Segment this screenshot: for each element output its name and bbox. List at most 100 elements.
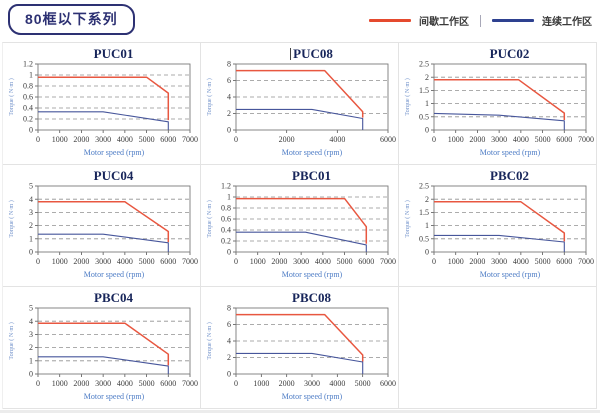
x-tick-label: 2000 bbox=[278, 379, 294, 388]
x-tick-label: 7000 bbox=[578, 135, 594, 144]
x-tick-label: 2000 bbox=[278, 135, 294, 144]
x-axis-label: Motor speed (rpm) bbox=[83, 270, 144, 279]
torque-speed-plot-puc08: 0 2 4 6 8 0 2000 4000 6000 Motor speed (rpm) Torqu… bbox=[206, 61, 396, 157]
x-tick-label: 2000 bbox=[469, 135, 485, 144]
intermittent-working-area-line bbox=[37, 201, 169, 243]
chart-title: PBC04 bbox=[94, 290, 133, 305]
x-tick-label: 6000 bbox=[380, 379, 396, 388]
y-tick-label: 0.4 bbox=[221, 226, 231, 235]
chart-cell-puc01: PUC01 0 0.2 0.4 0.6 0.8 1 1.2 0 1000 2000 3000 4000… bbox=[3, 43, 201, 165]
series-title-badge: 80框以下系列 bbox=[8, 4, 135, 35]
y-tick-label: 0.6 bbox=[221, 215, 231, 224]
chart-title: PBC02 bbox=[490, 168, 529, 183]
x-tick-label: 4000 bbox=[314, 257, 330, 266]
y-tick-label: 0 bbox=[227, 248, 231, 257]
chart-cell-puc08: PUC08 0 2 4 6 8 0 2000 4000 6000 Motor speed (rpm… bbox=[201, 43, 399, 165]
intermittent-working-area-line bbox=[37, 76, 169, 121]
y-tick-label: 2 bbox=[425, 73, 429, 82]
y-tick-label: 4 bbox=[29, 195, 33, 204]
continuous-legend-line-icon bbox=[492, 19, 534, 22]
x-tick-label: 4000 bbox=[116, 135, 132, 144]
x-tick-label: 1000 bbox=[253, 379, 269, 388]
y-tick-label: 6 bbox=[227, 320, 231, 329]
plot-border bbox=[235, 307, 388, 375]
y-tick-label: 1 bbox=[29, 356, 33, 365]
chart-legend: 间歇工作区 连续工作区 bbox=[369, 13, 592, 28]
y-tick-label: 1.5 bbox=[419, 86, 429, 95]
chart-grid: PUC01 0 0.2 0.4 0.6 0.8 1 1.2 0 1000 2000 3000 4000… bbox=[2, 42, 597, 409]
y-tick-label: 2 bbox=[227, 353, 231, 362]
page-header: 80框以下系列 间歇工作区 连续工作区 bbox=[0, 0, 600, 42]
x-tick-label: 6000 bbox=[160, 135, 176, 144]
y-tick-label: 1 bbox=[227, 193, 231, 202]
y-tick-label: 0.8 bbox=[23, 82, 33, 91]
continuous-working-area-line bbox=[433, 234, 565, 252]
y-axis-label: Torque ( N·m ) bbox=[404, 200, 411, 238]
x-tick-label: 6000 bbox=[160, 257, 176, 266]
x-tick-label: 1000 bbox=[249, 257, 265, 266]
x-axis-label: Motor speed (rpm) bbox=[83, 392, 144, 401]
intermittent-legend-line-icon bbox=[369, 19, 411, 22]
y-tick-label: 0 bbox=[425, 126, 429, 135]
y-tick-label: 1.2 bbox=[221, 183, 231, 191]
x-axis-label: Motor speed (rpm) bbox=[281, 392, 342, 401]
y-tick-label: 1 bbox=[29, 71, 33, 80]
y-tick-label: 8 bbox=[227, 305, 231, 313]
y-tick-label: 0.4 bbox=[23, 104, 33, 113]
y-tick-label: 0.8 bbox=[221, 204, 231, 213]
y-tick-label: 1 bbox=[29, 234, 33, 243]
x-tick-label: 6000 bbox=[556, 257, 572, 266]
x-tick-label: 1000 bbox=[51, 135, 67, 144]
chart-cell-puc04: PUC04 0 1 2 3 4 5 0 1000 2000 3000 4000 5000 6000 700… bbox=[3, 165, 201, 287]
y-tick-label: 0 bbox=[29, 370, 33, 379]
y-tick-label: 0 bbox=[227, 370, 231, 379]
y-tick-label: 1.2 bbox=[23, 61, 33, 69]
x-tick-label: 0 bbox=[36, 135, 40, 144]
y-tick-label: 0.5 bbox=[419, 234, 429, 243]
chart-title: PBC08 bbox=[292, 290, 331, 305]
y-tick-label: 8 bbox=[227, 61, 231, 69]
x-tick-label: 2000 bbox=[73, 379, 89, 388]
y-tick-label: 5 bbox=[29, 183, 33, 191]
x-tick-label: 4000 bbox=[329, 379, 345, 388]
x-tick-label: 3000 bbox=[491, 257, 507, 266]
y-tick-label: 0 bbox=[29, 126, 33, 135]
x-tick-label: 3000 bbox=[491, 135, 507, 144]
continuous-working-area-line bbox=[235, 108, 363, 130]
torque-speed-plot-puc04: 0 1 2 3 4 5 0 1000 2000 3000 4000 5000 6000 7000 Motor… bbox=[8, 183, 198, 279]
x-tick-label: 7000 bbox=[182, 379, 198, 388]
y-axis-label: Torque ( N·m ) bbox=[8, 78, 15, 116]
x-tick-label: 1000 bbox=[447, 257, 463, 266]
x-tick-label: 3000 bbox=[304, 379, 320, 388]
y-tick-label: 2 bbox=[227, 109, 231, 118]
x-tick-label: 3000 bbox=[95, 257, 111, 266]
y-tick-label: 4 bbox=[29, 317, 33, 326]
y-tick-label: 2.5 bbox=[419, 183, 429, 191]
chart-cell-pbc04: PBC04 0 1 2 3 4 5 0 1000 2000 3000 4000 5000 6000 700… bbox=[3, 287, 201, 409]
intermittent-working-area-line bbox=[235, 313, 363, 362]
y-tick-label: 0 bbox=[425, 248, 429, 257]
y-tick-label: 4 bbox=[227, 93, 231, 102]
y-tick-label: 0.5 bbox=[419, 112, 429, 121]
x-tick-label: 2000 bbox=[73, 135, 89, 144]
torque-speed-plot-puc01: 0 0.2 0.4 0.6 0.8 1 1.2 0 1000 2000 3000 4000 5000 60… bbox=[8, 61, 198, 157]
x-tick-label: 0 bbox=[432, 135, 436, 144]
x-tick-label: 4000 bbox=[116, 257, 132, 266]
x-tick-label: 6000 bbox=[358, 257, 374, 266]
x-tick-label: 5000 bbox=[138, 379, 154, 388]
plot-border bbox=[235, 185, 388, 253]
y-axis-label: Torque ( N·m ) bbox=[8, 322, 15, 360]
chart-cell-pbc01: PBC01 0 0.2 0.4 0.6 0.8 1 1.2 0 1000 2000 3000 4000… bbox=[201, 165, 399, 287]
x-tick-label: 5000 bbox=[336, 257, 352, 266]
x-tick-label: 3000 bbox=[95, 135, 111, 144]
x-tick-label: 5000 bbox=[534, 257, 550, 266]
y-tick-label: 6 bbox=[227, 76, 231, 85]
y-tick-label: 2 bbox=[425, 195, 429, 204]
intermittent-working-area-line bbox=[433, 201, 565, 242]
y-axis-label: Torque ( N·m ) bbox=[8, 200, 15, 238]
x-tick-label: 2000 bbox=[271, 257, 287, 266]
x-tick-label: 4000 bbox=[512, 257, 528, 266]
x-tick-label: 3000 bbox=[95, 379, 111, 388]
page-title: 80框以下系列 bbox=[25, 11, 118, 27]
x-tick-label: 5000 bbox=[138, 135, 154, 144]
